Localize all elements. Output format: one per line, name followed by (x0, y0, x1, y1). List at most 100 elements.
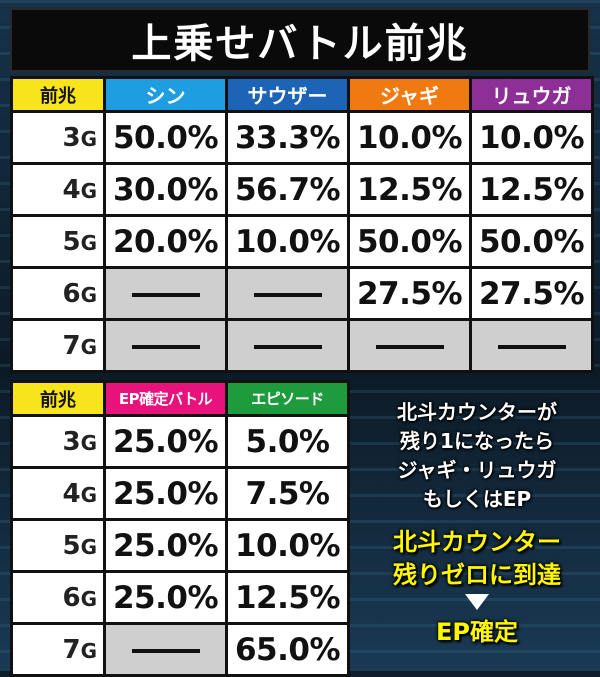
empty-cell (347, 318, 472, 373)
note-line: 残り1になったら (400, 429, 554, 453)
game-count-cell: 4G (10, 162, 106, 217)
note-line: もしくはEP (422, 487, 532, 511)
probability-cell: 25.0% (103, 518, 228, 573)
game-count-cell: 5G (10, 214, 106, 269)
probability-cell: 56.7% (225, 162, 350, 217)
probability-cell: 12.5% (225, 570, 350, 625)
note-result: EP確定 (436, 618, 518, 646)
table-row: 4G 25.0% 7.5% (10, 466, 350, 521)
game-unit: G (80, 334, 97, 359)
dash-icon (497, 345, 566, 349)
table-row: 5G 25.0% 10.0% (10, 518, 350, 573)
game-count: 4 (62, 478, 81, 509)
game-count-cell: 5G (10, 518, 106, 573)
header-ep-battle: EP確定バトル (103, 380, 228, 417)
game-count-cell: 3G (10, 414, 106, 469)
game-unit: G (80, 586, 97, 611)
table-row: 3G 25.0% 5.0% (10, 414, 350, 469)
dash-icon (131, 293, 200, 297)
dash-icon (375, 345, 444, 349)
probability-cell: 12.5% (347, 162, 472, 217)
note-line: ジャギ・リュウガ (397, 458, 557, 482)
probability-cell: 7.5% (225, 466, 350, 521)
probability-cell: 30.0% (103, 162, 228, 217)
probability-cell: 50.0% (347, 214, 472, 269)
table-row: 7G 65.0% (10, 622, 350, 677)
game-count-cell: 6G (10, 266, 106, 321)
game-count: 4 (62, 174, 81, 205)
probability-cell: 25.0% (103, 466, 228, 521)
probability-cell: 10.0% (225, 518, 350, 573)
highlight-line: 残りゼロに到達 (393, 561, 561, 589)
probability-cell: 20.0% (103, 214, 228, 269)
game-count-cell: 7G (10, 318, 106, 373)
arrow-down-icon (465, 594, 489, 610)
empty-cell (225, 318, 350, 373)
game-count: 7 (62, 330, 81, 361)
table-row: 4G 30.0% 56.7% 12.5% 12.5% (10, 162, 594, 217)
table-premonition-ep: 前兆 EP確定バトル エピソード 3G 25.0% 5.0% 4G 25.0% 7.5% 5… (10, 380, 350, 677)
game-count: 5 (62, 530, 81, 561)
header-episode: エピソード (225, 380, 350, 417)
game-count: 3 (62, 122, 81, 153)
note-line: 北斗カウンターが (397, 400, 557, 424)
game-unit: G (80, 230, 97, 255)
game-count-cell: 7G (10, 622, 106, 677)
game-unit: G (80, 430, 97, 455)
probability-cell: 10.0% (225, 214, 350, 269)
empty-cell (103, 266, 228, 321)
empty-cell (103, 622, 228, 677)
table-premonition-battle: 前兆 シン サウザー ジャギ リュウガ 3G 50.0% 33.3% 10.0% 10.… (10, 76, 594, 373)
probability-cell: 27.5% (347, 266, 472, 321)
game-count: 3 (62, 426, 81, 457)
note-highlight: 北斗カウンター 残りゼロに到達 (354, 526, 600, 592)
dash-icon (131, 649, 200, 653)
header-jagi: ジャギ (347, 76, 472, 113)
table-header-row: 前兆 シン サウザー ジャギ リュウガ (10, 76, 594, 113)
table-header-row: 前兆 EP確定バトル エピソード (10, 380, 350, 417)
game-unit: G (80, 282, 97, 307)
dash-icon (131, 345, 200, 349)
probability-cell: 12.5% (469, 162, 594, 217)
game-unit: G (80, 638, 97, 663)
highlight-line: 北斗カウンター (393, 528, 561, 556)
probability-cell: 10.0% (347, 110, 472, 165)
game-count: 6 (62, 278, 81, 309)
probability-cell: 33.3% (225, 110, 350, 165)
probability-cell: 25.0% (103, 570, 228, 625)
probability-cell: 50.0% (103, 110, 228, 165)
empty-cell (469, 318, 594, 373)
table-row: 5G 20.0% 10.0% 50.0% 50.0% (10, 214, 594, 269)
note-panel: 北斗カウンターが 残り1になったら ジャギ・リュウガ もしくはEP 北斗カウンタ… (354, 382, 600, 671)
game-unit: G (80, 126, 97, 151)
probability-cell: 27.5% (469, 266, 594, 321)
table-row: 6G 25.0% 12.5% (10, 570, 350, 625)
probability-cell: 5.0% (225, 414, 350, 469)
game-count: 7 (62, 634, 81, 665)
game-count: 5 (62, 226, 81, 257)
empty-cell (103, 318, 228, 373)
game-count-cell: 4G (10, 466, 106, 521)
dash-icon (253, 293, 322, 297)
header-souther: サウザー (225, 76, 350, 113)
probability-cell: 25.0% (103, 414, 228, 469)
table-row: 7G (10, 318, 594, 373)
title-bar: 上乗せバトル前兆 (10, 8, 590, 72)
empty-cell (225, 266, 350, 321)
probability-cell: 65.0% (225, 622, 350, 677)
header-label: 前兆 (10, 380, 106, 417)
header-label: 前兆 (10, 76, 106, 113)
dash-icon (253, 345, 322, 349)
table-row: 6G 27.5% 27.5% (10, 266, 594, 321)
table-row: 3G 50.0% 33.3% 10.0% 10.0% (10, 110, 594, 165)
game-count: 6 (62, 582, 81, 613)
game-count-cell: 6G (10, 570, 106, 625)
probability-cell: 10.0% (469, 110, 594, 165)
game-unit: G (80, 534, 97, 559)
game-unit: G (80, 178, 97, 203)
game-unit: G (80, 482, 97, 507)
probability-cell: 50.0% (469, 214, 594, 269)
note-body: 北斗カウンターが 残り1になったら ジャギ・リュウガ もしくはEP (354, 398, 600, 514)
header-ryuga: リュウガ (469, 76, 594, 113)
game-count-cell: 3G (10, 110, 106, 165)
